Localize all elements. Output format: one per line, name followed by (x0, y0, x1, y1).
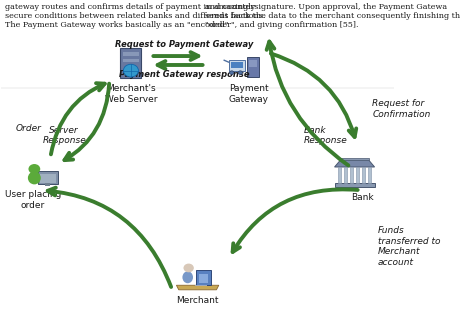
FancyArrowPatch shape (271, 53, 356, 137)
Ellipse shape (28, 171, 41, 184)
FancyArrowPatch shape (48, 188, 171, 287)
Bar (231, 62, 243, 68)
Circle shape (28, 164, 40, 174)
Text: Merchant: Merchant (176, 296, 219, 305)
Circle shape (123, 64, 138, 77)
Bar (123, 52, 139, 56)
Bar (38, 171, 58, 184)
Bar (344, 167, 347, 183)
Text: Bank: Bank (351, 193, 374, 202)
Circle shape (229, 71, 234, 74)
Bar (120, 48, 141, 77)
Text: Merchant's
Web Server: Merchant's Web Server (105, 84, 157, 104)
Text: Funds
transferred to
Merchant
account: Funds transferred to Merchant account (378, 226, 441, 267)
Bar (338, 167, 341, 183)
Bar (340, 158, 369, 160)
Text: and countersignature. Upon approval, the Payment Gatewa
sends back the data to t: and countersignature. Upon approval, the… (205, 3, 461, 29)
FancyArrowPatch shape (267, 41, 348, 165)
Text: Request for
Confirmation: Request for Confirmation (372, 99, 430, 119)
Bar (195, 285, 207, 286)
Circle shape (238, 71, 243, 74)
Bar (368, 167, 372, 183)
Bar (335, 183, 374, 187)
Ellipse shape (182, 271, 193, 283)
Bar (39, 174, 56, 182)
Bar (123, 59, 139, 62)
Text: Payment Gateway response: Payment Gateway response (118, 70, 249, 79)
FancyArrowPatch shape (51, 83, 105, 154)
Bar (199, 274, 208, 283)
Text: Request to Payment Gateway: Request to Payment Gateway (115, 40, 253, 49)
Bar (356, 167, 359, 183)
Text: Payment
Gateway: Payment Gateway (228, 84, 269, 104)
Bar (45, 183, 50, 186)
Bar (248, 60, 257, 67)
Text: Order: Order (16, 124, 42, 133)
Circle shape (183, 264, 194, 272)
Text: Bank
Response: Bank Response (303, 126, 347, 145)
Text: Server
Response: Server Response (42, 126, 86, 145)
Bar (228, 60, 245, 71)
FancyArrowPatch shape (64, 84, 109, 160)
Text: User placing
order: User placing order (5, 190, 61, 210)
Bar (350, 167, 353, 183)
Polygon shape (335, 160, 374, 167)
Bar (362, 167, 365, 183)
Bar (196, 270, 210, 285)
Bar (247, 57, 259, 77)
Polygon shape (176, 285, 219, 290)
Text: gateway routes and confirms details of payment in amazingly
secure conditions be: gateway routes and confirms details of p… (5, 3, 266, 29)
FancyArrowPatch shape (233, 189, 358, 252)
